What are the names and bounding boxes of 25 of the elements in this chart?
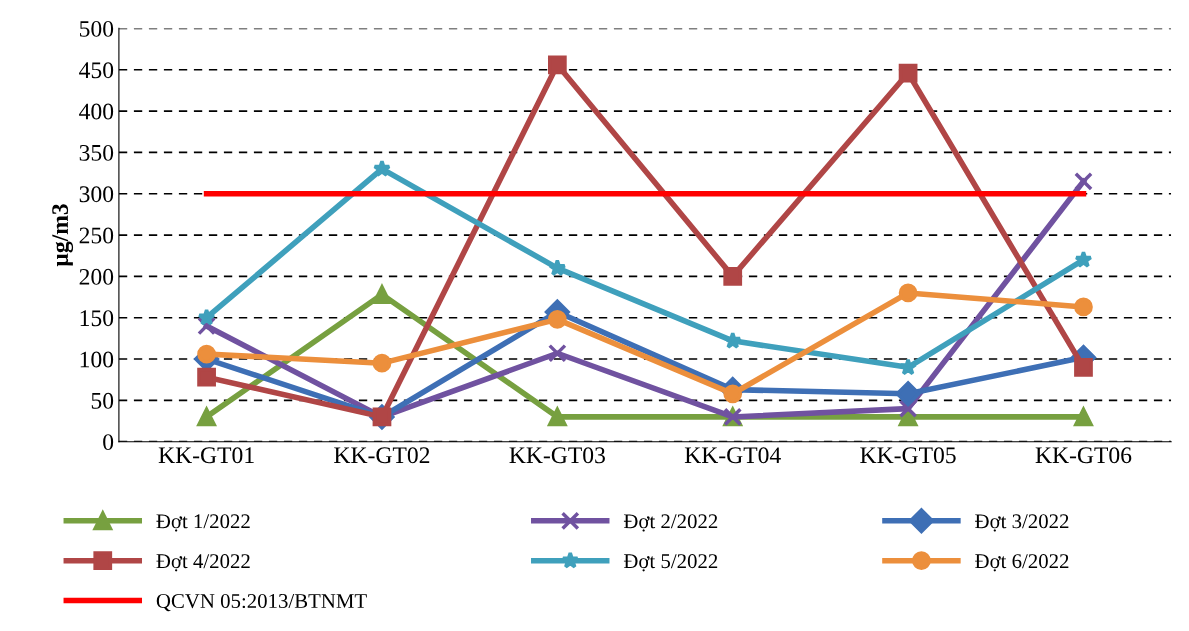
x-tick-label: KK-GT06: [1035, 447, 1132, 464]
y-tick-label: 100: [80, 351, 114, 368]
legend-label: Đợt 1/2022: [156, 514, 250, 532]
y-tick-label: 300: [79, 186, 114, 203]
y-tick-label: 50: [91, 392, 114, 409]
legend-label: Đợt 3/2022: [975, 514, 1069, 532]
x-tick-label: KK-GT05: [860, 447, 956, 464]
legend-label: QCVN 05:2013/BTNMT: [156, 593, 367, 612]
legend-label: Đợt 6/2022: [975, 554, 1069, 572]
x-tick-label: KK-GT03: [509, 447, 605, 464]
y-tick-label: 400: [79, 103, 114, 120]
y-tick-label: 150: [80, 310, 114, 327]
x-tick-label: KK-GT02: [334, 447, 430, 464]
y-axis-title: µg/m3: [52, 204, 74, 267]
y-tick-label: 350: [79, 144, 114, 161]
x-tick-label: KK-GT04: [684, 447, 781, 464]
legend-label: Đợt 4/2022: [156, 554, 250, 572]
y-tick-label: 200: [79, 268, 114, 285]
y-tick-label: 250: [79, 227, 114, 244]
legend-label: Đợt 2/2022: [623, 514, 718, 532]
y-tick-label: 450: [79, 62, 114, 79]
x-tick-label: KK-GT01: [158, 447, 254, 464]
y-tick-label: 0: [103, 434, 114, 451]
y-tick-label: 500: [79, 20, 114, 37]
legend-label: Đợt 5/2022: [623, 554, 718, 572]
